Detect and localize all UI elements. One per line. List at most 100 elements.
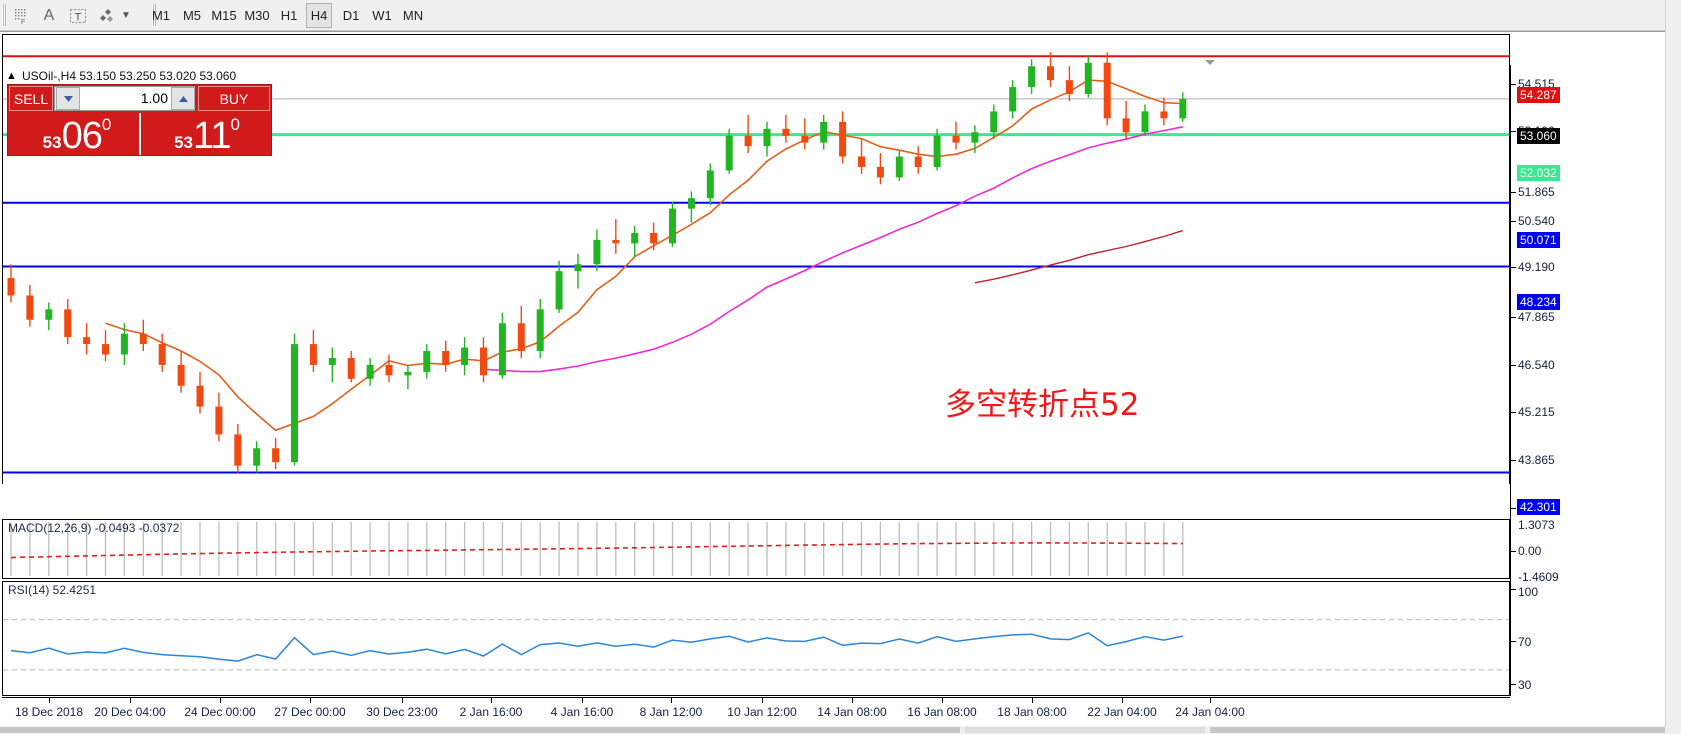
chevron-down-icon[interactable]: ▼ xyxy=(121,10,131,21)
axis-tick xyxy=(1511,84,1516,85)
time-label-1: 20 Dec 04:00 xyxy=(94,705,166,719)
timeframe-m15-label: M15 xyxy=(211,8,237,23)
time-label-6: 4 Jan 16:00 xyxy=(550,705,614,719)
blue-level-chip-1[interactable]: 50.071 xyxy=(1517,232,1560,248)
rsi-pane[interactable] xyxy=(2,581,1510,696)
text-label-icon[interactable]: A xyxy=(43,6,55,24)
rsi-axis-label-30: 30 xyxy=(1518,678,1532,692)
timeframe-w1-label: W1 xyxy=(372,8,392,23)
macd-axis-label-min: -1.4609 xyxy=(1518,570,1559,584)
time-tick xyxy=(310,698,311,703)
axis-label-47865: 47.865 xyxy=(1518,310,1555,324)
time-label-0: 18 Dec 2018 xyxy=(14,705,84,719)
time-label-3: 27 Dec 00:00 xyxy=(274,705,346,719)
sell-price-fraction: 0 xyxy=(101,115,112,134)
axis-label-50540: 50.540 xyxy=(1518,214,1555,228)
blue-level-chip-2[interactable]: 48.234 xyxy=(1517,294,1560,310)
axis-tick xyxy=(1511,412,1516,413)
horizontal-scrollbar-thumb[interactable] xyxy=(965,727,1205,733)
time-label-10: 16 Jan 08:00 xyxy=(907,705,977,719)
svg-text:T: T xyxy=(75,11,82,23)
volume-decrease-button[interactable] xyxy=(56,87,80,110)
time-tick xyxy=(49,698,50,703)
crosshair-grid-icon[interactable]: F xyxy=(10,3,34,28)
text-box-icon[interactable]: T xyxy=(66,3,90,28)
rsi-title: RSI(14) 52.4251 xyxy=(8,583,97,597)
sell-price-display[interactable]: 53 06 0 xyxy=(18,113,136,155)
sell-button-label: SELL xyxy=(13,90,49,107)
trade-controls-row: SELL 1.00 BUY xyxy=(8,85,271,112)
trade-panel-divider xyxy=(139,113,141,155)
timeframe-h4-label: H4 xyxy=(310,8,328,23)
macd-axis-label-zero: 0.00 xyxy=(1518,544,1542,558)
rsi-axis-label-70: 70 xyxy=(1518,635,1532,649)
horizontal-scrollbar-track[interactable] xyxy=(0,727,960,733)
time-label-11: 18 Jan 08:00 xyxy=(997,705,1067,719)
timeframe-mn[interactable]: MN xyxy=(399,3,427,28)
horizontal-scrollbar-track-right[interactable] xyxy=(1210,727,1665,733)
time-tick xyxy=(762,698,763,703)
price-axis[interactable]: 54.515 53.190 51.865 50.540 49.190 47.86… xyxy=(1510,65,1560,696)
sell-button[interactable]: SELL xyxy=(9,86,53,111)
timeframe-w1[interactable]: W1 xyxy=(369,3,395,28)
axis-tick xyxy=(1511,365,1516,366)
time-axis[interactable]: 18 Dec 2018 20 Dec 04:00 24 Dec 00:00 27… xyxy=(2,697,1510,723)
rsi-plot xyxy=(3,619,1509,671)
macd-pane[interactable] xyxy=(2,519,1510,579)
buy-button-label: BUY xyxy=(219,90,249,107)
time-tick xyxy=(220,698,221,703)
buy-button[interactable]: BUY xyxy=(198,86,270,111)
svg-text:F: F xyxy=(21,19,25,25)
axis-label-45215: 45.215 xyxy=(1518,405,1555,419)
buy-price-fraction: 0 xyxy=(230,115,240,134)
axis-label-43865: 43.865 xyxy=(1518,453,1555,467)
time-label-5: 2 Jan 16:00 xyxy=(459,705,523,719)
chart-area[interactable]: ▲ USOil-,H4 53.150 53.250 53.020 53.060 … xyxy=(0,31,1681,734)
axis-label-51865: 51.865 xyxy=(1518,185,1555,199)
timeframe-d1-label: D1 xyxy=(342,8,360,23)
axis-tick xyxy=(1511,192,1516,193)
timeframe-m5[interactable]: M5 xyxy=(179,3,205,28)
one-click-trading-panel[interactable]: SELL 1.00 BUY 53 06 xyxy=(8,85,271,155)
axis-tick xyxy=(1511,508,1516,509)
time-tick xyxy=(852,698,853,703)
timeframe-m1[interactable]: M1 xyxy=(148,3,174,28)
buy-price-display[interactable]: 53 11 0 xyxy=(148,113,266,155)
support-level-chip[interactable]: 52.032 xyxy=(1517,165,1560,181)
time-label-2: 24 Dec 00:00 xyxy=(184,705,256,719)
time-tick xyxy=(1122,698,1123,703)
shapes-icon[interactable] xyxy=(95,3,119,28)
chart-collapse-icon[interactable]: ▲ xyxy=(6,70,17,82)
last-price-chip[interactable]: 53.060 xyxy=(1517,128,1560,144)
timeframe-h1[interactable]: H1 xyxy=(276,3,302,28)
timeframe-mn-label: MN xyxy=(402,8,424,23)
timeframe-m15[interactable]: M15 xyxy=(208,3,240,28)
axis-tick xyxy=(1511,317,1516,318)
chevron-up-icon xyxy=(178,95,188,102)
time-label-8: 10 Jan 12:00 xyxy=(727,705,797,719)
time-tick xyxy=(1210,698,1211,703)
timeframe-m1-label: M1 xyxy=(151,8,171,23)
time-label-12: 22 Jan 04:00 xyxy=(1087,705,1157,719)
timeframe-h1-label: H1 xyxy=(280,8,298,23)
toolbar-grip-1[interactable] xyxy=(2,4,6,26)
timeframe-m30[interactable]: M30 xyxy=(241,3,273,28)
axis-tick xyxy=(1511,641,1516,642)
timeframe-h4[interactable]: H4 xyxy=(306,3,332,28)
time-tick xyxy=(942,698,943,703)
volume-increase-button[interactable] xyxy=(171,87,195,110)
vertical-scrollbar[interactable] xyxy=(1665,0,1681,734)
time-label-4: 30 Dec 23:00 xyxy=(366,705,438,719)
chart-menu-caret-icon[interactable] xyxy=(1205,60,1215,65)
toolbar: F A T ▼ M1 M5 M15 M30 H1 H4 D1 W1 MN xyxy=(0,0,1681,31)
sell-price-main: 06 xyxy=(61,115,103,157)
buy-price-main: 11 xyxy=(193,115,231,157)
time-label-13: 24 Jan 04:00 xyxy=(1175,705,1245,719)
axis-label-46540: 46.540 xyxy=(1518,358,1555,372)
resistance-level-chip[interactable]: 54.287 xyxy=(1517,87,1560,103)
time-tick xyxy=(671,698,672,703)
timeframe-d1[interactable]: D1 xyxy=(338,3,364,28)
blue-level-chip-3[interactable]: 42.301 xyxy=(1517,499,1560,515)
time-tick xyxy=(130,698,131,703)
toolbar-grip-2[interactable] xyxy=(152,4,156,26)
